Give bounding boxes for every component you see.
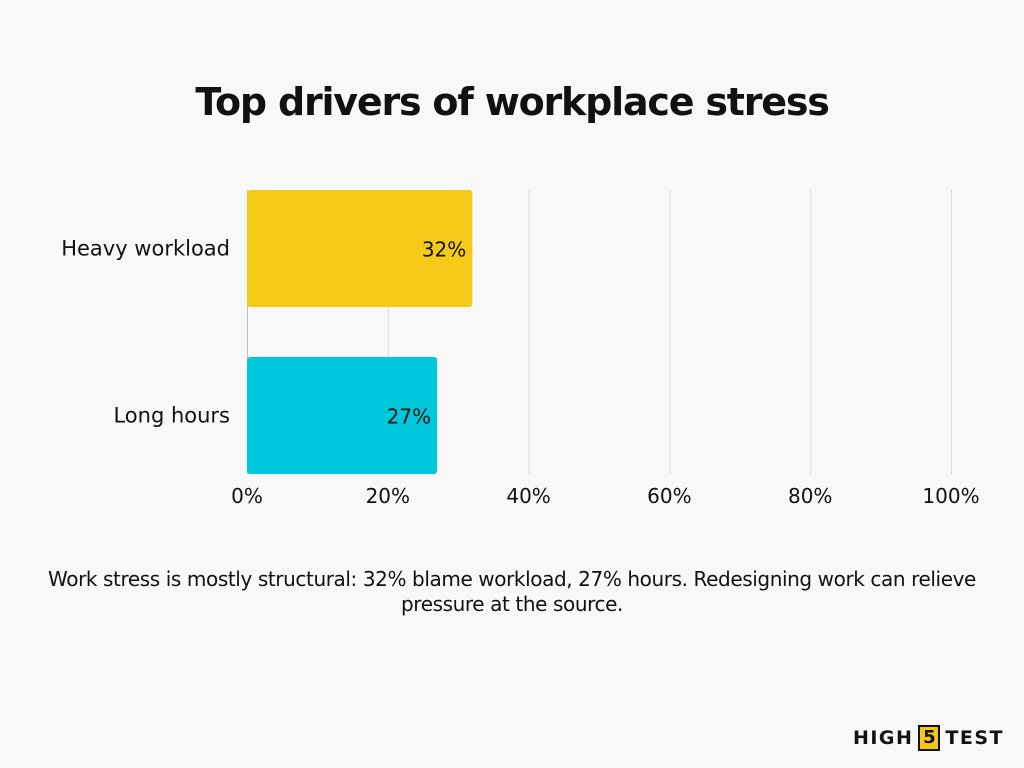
bar-long-hours — [247, 357, 438, 474]
chart-caption: Work stress is mostly structural: 32% bl… — [48, 567, 976, 616]
logo-text-right: TEST — [945, 727, 1004, 749]
labels: 0% 20% 40% 60% 80% 100% Heavy workload 32% Long … — [61, 237, 979, 509]
bars — [247, 190, 473, 474]
category-label: Long hours — [113, 404, 230, 428]
x-tick-label: 100% — [922, 484, 979, 508]
x-tick-label: 60% — [647, 484, 691, 508]
logo-text-left: HIGH — [852, 727, 914, 749]
x-tick-label: 40% — [506, 484, 550, 508]
bar-heavy-workload — [247, 190, 473, 307]
page-title: Top drivers of workplace stress — [195, 80, 830, 124]
x-tick-label: 0% — [231, 484, 263, 508]
category-label: Heavy workload — [61, 237, 230, 261]
value-label: 32% — [422, 238, 466, 262]
x-tick-label: 80% — [788, 484, 832, 508]
brand-logo: HIGH 5 TEST — [853, 724, 1004, 752]
x-tick-label: 20% — [366, 484, 410, 508]
bar-chart: 0% 20% 40% 60% 80% 100% Heavy workload 32% Long … — [61, 190, 980, 509]
logo-number-box: 5 — [918, 725, 941, 751]
value-label: 27% — [387, 405, 431, 429]
